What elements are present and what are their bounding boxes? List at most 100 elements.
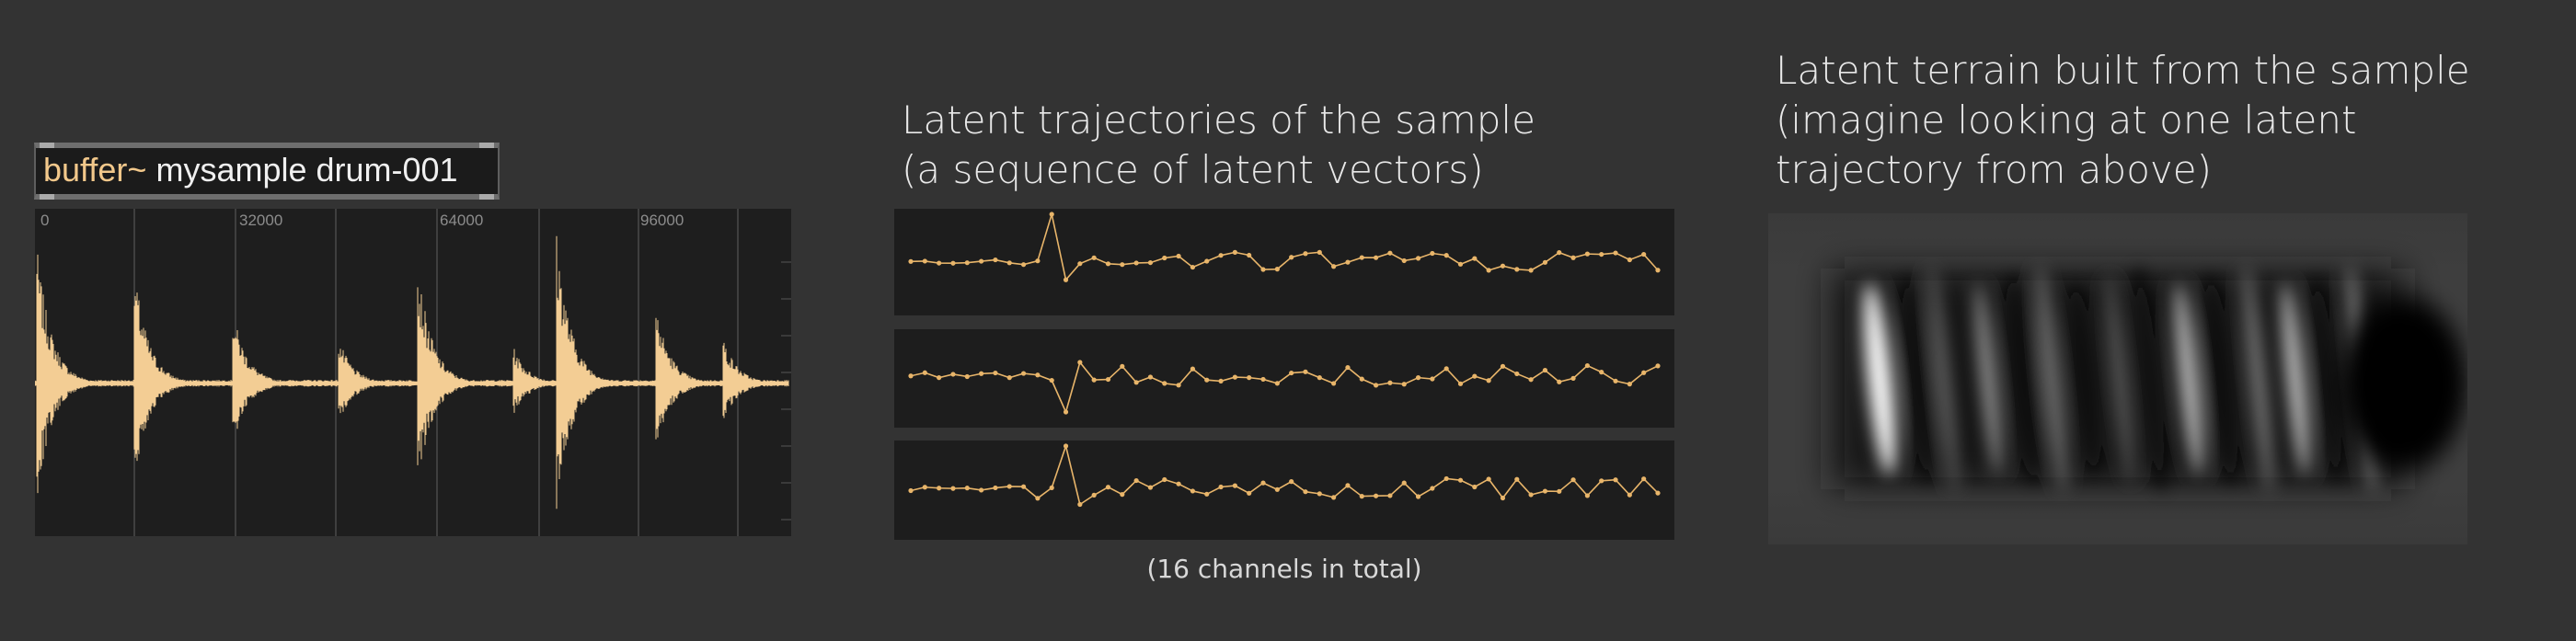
trajectory-point bbox=[1035, 258, 1040, 263]
trajectory-point bbox=[1064, 409, 1068, 414]
buffer-outlet-left[interactable] bbox=[40, 194, 54, 200]
trajectory-point bbox=[908, 259, 913, 264]
trajectory-point bbox=[1627, 258, 1632, 262]
trajectory-point bbox=[1134, 478, 1139, 483]
trajectory-point bbox=[1021, 371, 1026, 375]
trajectory-point bbox=[1416, 494, 1420, 498]
terrain-title: Latent terrain built from the sample (im… bbox=[1776, 46, 2470, 195]
trajectory-point bbox=[1204, 492, 1209, 497]
trajectory-point bbox=[1260, 481, 1265, 486]
buffer-keyword: buffer~ bbox=[43, 151, 146, 189]
trajectory-point bbox=[1077, 502, 1082, 507]
trajectory-point bbox=[1162, 477, 1167, 482]
trajectory-point bbox=[1050, 212, 1054, 216]
trajectory-point bbox=[1176, 383, 1180, 387]
trajectory-point bbox=[1514, 267, 1519, 271]
trajectory-point bbox=[1092, 256, 1097, 260]
buffer-inlet-left[interactable] bbox=[40, 143, 54, 148]
trajectory-point bbox=[1092, 378, 1097, 383]
trajectory-point bbox=[1655, 268, 1660, 272]
trajectory-point bbox=[993, 486, 997, 490]
trajectory-point bbox=[1303, 489, 1307, 494]
trajectory-point bbox=[1360, 494, 1364, 498]
buffer-outlet-right[interactable] bbox=[479, 194, 494, 200]
channels-caption: (16 channels in total) bbox=[894, 554, 1674, 584]
tick-label-96000: 96000 bbox=[640, 212, 684, 230]
trajectory-point bbox=[1162, 256, 1167, 260]
trajectory-point bbox=[1599, 478, 1604, 483]
trajectory-point bbox=[1416, 375, 1420, 380]
trajectory-point bbox=[1247, 253, 1251, 258]
terrain-visualization bbox=[1768, 213, 2467, 544]
trajectory-point bbox=[1557, 489, 1561, 494]
trajectory-point bbox=[1120, 492, 1124, 497]
trajectory-point bbox=[1021, 485, 1026, 489]
trajectory-point bbox=[1543, 368, 1547, 372]
trajectory-point bbox=[1204, 258, 1209, 263]
trajectory-point bbox=[1134, 380, 1139, 384]
trajectory-point bbox=[1570, 376, 1575, 381]
trajectories-title-line2: (a sequence of latent vectors) bbox=[902, 145, 1535, 195]
trajectory-point bbox=[1289, 371, 1294, 375]
trajectory-point bbox=[1331, 381, 1336, 385]
trajectory-point bbox=[1064, 278, 1068, 282]
trajectory-point bbox=[1007, 260, 1012, 265]
trajectory-point bbox=[1557, 380, 1561, 384]
terrain-title-line3: trajectory from above) bbox=[1776, 145, 2470, 195]
trajectory-point bbox=[1374, 256, 1378, 260]
trajectory-point bbox=[1303, 251, 1307, 256]
trajectory-point bbox=[1585, 493, 1590, 498]
tick-label-64000: 64000 bbox=[440, 212, 483, 230]
trajectory-point bbox=[1514, 372, 1519, 376]
trajectory-point bbox=[1148, 485, 1153, 489]
trajectory-point bbox=[1176, 254, 1180, 258]
trajectory-point bbox=[1402, 382, 1407, 386]
trajectory-plot-2 bbox=[894, 329, 1674, 428]
trajectory-point bbox=[1543, 260, 1547, 265]
trajectory-point bbox=[1218, 485, 1223, 489]
trajectory-point bbox=[1458, 478, 1463, 483]
trajectory-point bbox=[1514, 477, 1519, 482]
trajectory-point bbox=[1317, 491, 1322, 496]
waveform-display[interactable]: 0 32000 64000 96000 bbox=[35, 209, 791, 536]
trajectory-point bbox=[937, 375, 941, 380]
trajectory-point bbox=[1570, 477, 1575, 482]
buffer-inlet-right[interactable] bbox=[479, 143, 494, 148]
trajectory-point bbox=[1218, 379, 1223, 383]
trajectory-point bbox=[1487, 378, 1491, 383]
trajectory-point bbox=[1402, 481, 1407, 486]
trajectory-point bbox=[1233, 250, 1237, 255]
trajectory-point bbox=[1641, 476, 1646, 481]
trajectory-panel-2 bbox=[894, 329, 1674, 428]
trajectory-point bbox=[1106, 485, 1110, 489]
trajectory-point bbox=[1247, 491, 1251, 496]
trajectory-point bbox=[1345, 483, 1350, 487]
trajectory-point bbox=[1317, 250, 1322, 255]
trajectory-point bbox=[908, 373, 913, 378]
trajectory-point bbox=[1275, 487, 1280, 492]
trajectory-point bbox=[923, 485, 927, 489]
trajectory-point bbox=[1148, 374, 1153, 379]
trajectory-point bbox=[1303, 370, 1307, 374]
trajectory-point bbox=[1655, 363, 1660, 368]
trajectory-point bbox=[1599, 252, 1604, 257]
trajectory-point bbox=[908, 488, 913, 493]
trajectory-point bbox=[1007, 484, 1012, 488]
trajectory-point bbox=[937, 486, 941, 490]
trajectory-panel-1 bbox=[894, 209, 1674, 315]
trajectory-point bbox=[979, 372, 983, 376]
trajectory-point bbox=[937, 260, 941, 265]
buffer-object[interactable]: buffer~ mysample drum-001 bbox=[34, 143, 500, 200]
trajectory-point bbox=[1190, 488, 1195, 493]
trajectory-point bbox=[950, 261, 955, 266]
trajectory-point bbox=[1021, 262, 1026, 267]
trajectory-point bbox=[1331, 495, 1336, 499]
trajectory-point bbox=[1487, 476, 1491, 481]
trajectory-point bbox=[1204, 378, 1209, 383]
trajectory-point bbox=[1472, 485, 1477, 489]
trajectory-point bbox=[1106, 261, 1110, 266]
tick-label-0: 0 bbox=[40, 212, 49, 230]
trajectory-point bbox=[979, 258, 983, 263]
trajectory-point bbox=[1190, 367, 1195, 372]
trajectory-point bbox=[1641, 371, 1646, 375]
